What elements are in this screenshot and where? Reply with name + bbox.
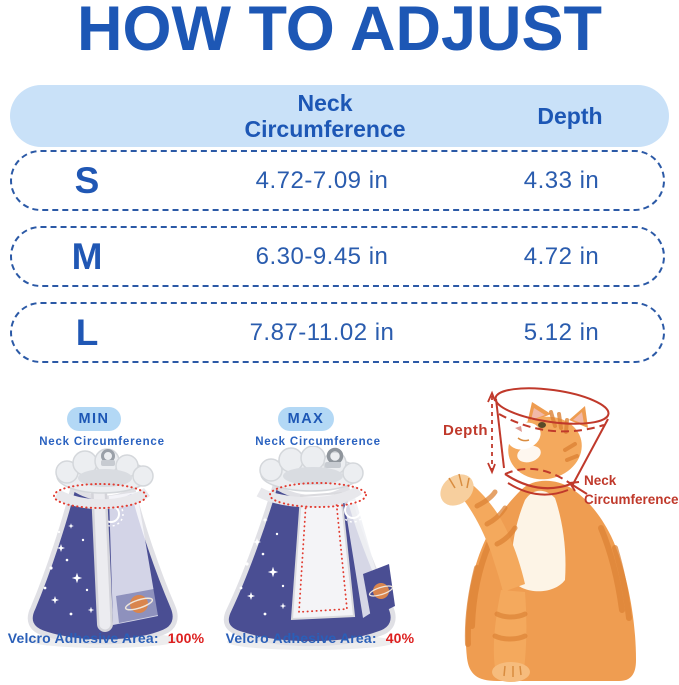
velcro-label: Velcro Adhesive Area: xyxy=(7,630,159,646)
cat-with-cone-illustration xyxy=(440,387,636,682)
neck-band xyxy=(54,487,150,510)
neck-value: 7.87-11.02 in xyxy=(249,318,395,346)
depth-value: 4.72 in xyxy=(523,242,600,270)
velcro-label: Velcro Adhesive Area: xyxy=(225,630,377,646)
velcro-area-max: Velcro Adhesive Area: 40% xyxy=(216,630,424,646)
neck-band xyxy=(256,485,362,508)
neck-circumference-dotted-marker xyxy=(53,483,147,509)
neck-value: 4.72-7.09 in xyxy=(255,166,389,194)
planet-motif xyxy=(130,595,148,613)
neck-circumference-dotted-marker xyxy=(269,482,367,508)
table-header-bar xyxy=(10,85,669,147)
column-header-neck-circumference: Neck Circumference xyxy=(244,90,406,142)
fur-stripes xyxy=(464,525,632,647)
table-row-size-m: M 6.30-9.45 in 4.72 in xyxy=(10,226,665,287)
velcro-value: 40% xyxy=(385,630,415,646)
size-label: M xyxy=(71,235,103,277)
neck-value: 6.30-9.45 in xyxy=(255,242,389,270)
eclipse-motif xyxy=(344,501,362,519)
velcro-value: 100% xyxy=(167,630,205,646)
size-label: L xyxy=(75,311,99,353)
raised-paw xyxy=(459,482,525,592)
cone-collar-min-illustration xyxy=(27,448,179,648)
velcro-panel xyxy=(290,491,356,621)
max-caption: Neck Circumference xyxy=(255,436,381,448)
column-header-depth: Depth xyxy=(537,102,603,129)
min-badge: MIN xyxy=(67,407,121,431)
depth-value: 5.12 in xyxy=(523,318,600,346)
min-caption: Neck Circumference xyxy=(39,436,165,448)
neck-pointer-arrow xyxy=(570,483,588,495)
velcro-area-min: Velcro Adhesive Area: 100% xyxy=(0,630,212,646)
cone-collar-max-illustration xyxy=(223,446,396,650)
planet-motif xyxy=(373,583,389,599)
table-row-size-s: S 4.72-7.09 in 4.33 in xyxy=(10,150,665,211)
star-pattern xyxy=(239,517,287,616)
page-title: HOW TO ADJUST xyxy=(76,0,602,64)
velcro-area-dotted-marker xyxy=(298,498,348,613)
depth-value: 4.33 in xyxy=(523,166,600,194)
max-badge: MAX xyxy=(278,407,334,431)
depth-annotation-label: Depth xyxy=(443,422,488,439)
size-label: S xyxy=(74,159,100,201)
measurement-cone-sketch xyxy=(487,387,610,496)
table-row-size-l: L 7.87-11.02 in 5.12 in xyxy=(10,302,665,363)
neck-circumference-annotation-label: Neck Circumference xyxy=(584,473,679,507)
